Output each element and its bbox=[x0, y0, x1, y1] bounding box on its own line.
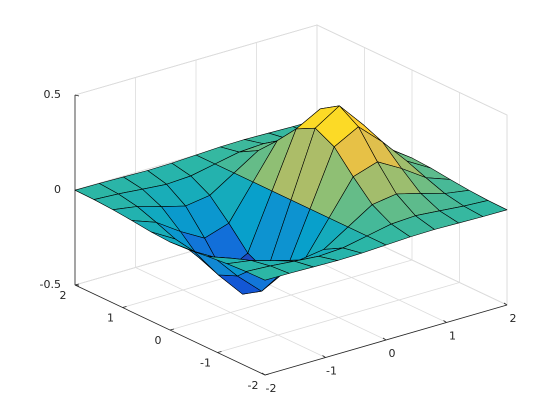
y-tick bbox=[122, 306, 127, 308]
x-tick-label: -2 bbox=[266, 382, 277, 395]
y-tick-label: 2 bbox=[60, 289, 67, 302]
x-tick bbox=[322, 355, 326, 358]
x-tick-label: 1 bbox=[449, 330, 456, 343]
x-tick bbox=[503, 302, 508, 306]
z-tick-label: 0.5 bbox=[44, 88, 62, 101]
x-tick bbox=[443, 320, 447, 323]
y-tick-label: 1 bbox=[107, 312, 114, 325]
x-tick bbox=[382, 337, 387, 341]
grid-line bbox=[169, 259, 413, 331]
z-tick bbox=[74, 94, 80, 97]
y-tick-label: 0 bbox=[155, 334, 162, 347]
x-tick-label: -1 bbox=[326, 365, 337, 378]
x-tick-label: 0 bbox=[389, 347, 396, 360]
grid-line bbox=[316, 24, 508, 116]
x-tick-label: 2 bbox=[510, 312, 517, 325]
z-tick-label: -0.5 bbox=[40, 278, 61, 291]
y-tick bbox=[264, 373, 270, 376]
grid-line bbox=[217, 282, 460, 353]
y-tick bbox=[169, 328, 175, 331]
z-tick-label: 0 bbox=[54, 183, 61, 196]
y-tick-label: -1 bbox=[200, 357, 211, 370]
x-tick bbox=[261, 372, 266, 376]
surface-patch bbox=[245, 265, 290, 281]
z-tick bbox=[74, 284, 80, 287]
y-tick bbox=[217, 351, 222, 353]
grid-line bbox=[74, 24, 318, 96]
y-tick-label: -2 bbox=[248, 379, 259, 392]
